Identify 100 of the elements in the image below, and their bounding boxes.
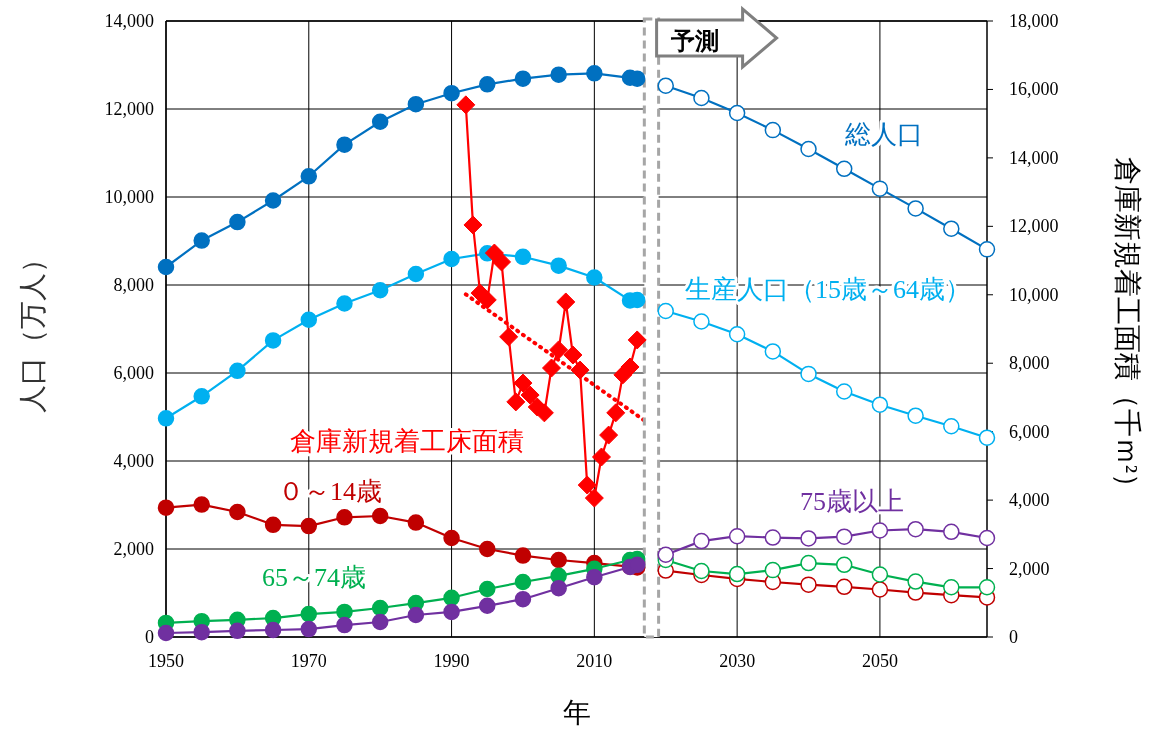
point xyxy=(764,343,782,360)
point xyxy=(407,514,425,531)
point xyxy=(800,140,817,158)
y2-tick-label: 12,000 xyxy=(1009,216,1059,237)
point xyxy=(657,546,674,563)
point xyxy=(264,332,282,349)
point xyxy=(728,104,746,122)
point xyxy=(229,213,246,231)
point xyxy=(371,507,389,525)
point xyxy=(300,620,318,638)
y-axis-title: 人口（万人） xyxy=(17,245,48,413)
point xyxy=(193,232,210,249)
point xyxy=(193,496,210,513)
point xyxy=(800,554,817,572)
point xyxy=(550,66,567,83)
point xyxy=(835,160,853,178)
point xyxy=(157,258,175,276)
point xyxy=(514,573,532,591)
point xyxy=(492,252,512,272)
x-tick-label: 2030 xyxy=(719,651,756,671)
point xyxy=(479,580,496,598)
point xyxy=(871,581,889,598)
point xyxy=(550,257,567,274)
y2-tick-label: 10,000 xyxy=(1009,284,1059,305)
y2-tick-label: 14,000 xyxy=(1009,147,1059,168)
point xyxy=(657,77,674,94)
point xyxy=(336,509,353,526)
point xyxy=(300,311,318,329)
point xyxy=(157,624,175,642)
point xyxy=(157,410,175,427)
point xyxy=(627,330,647,350)
point xyxy=(835,556,853,574)
point xyxy=(264,192,282,209)
point xyxy=(300,605,318,623)
y-tick-label: 0 xyxy=(145,627,154,647)
point xyxy=(907,573,924,590)
point xyxy=(835,528,853,545)
point xyxy=(586,65,603,82)
point xyxy=(577,475,597,495)
point xyxy=(499,327,519,347)
point xyxy=(978,241,996,258)
y2-tick-label: 6,000 xyxy=(1009,421,1050,442)
point xyxy=(871,566,889,583)
point xyxy=(514,248,532,266)
point xyxy=(534,403,554,423)
point xyxy=(514,590,532,608)
series-label: ０～14歳 xyxy=(278,477,382,506)
y-tick-label: 2,000 xyxy=(113,539,154,559)
point xyxy=(563,345,583,365)
point xyxy=(550,551,567,569)
point xyxy=(229,622,246,640)
y2-tick-label: 0 xyxy=(1009,627,1018,647)
y-tick-label: 6,000 xyxy=(113,363,154,383)
point xyxy=(907,407,924,424)
point xyxy=(407,95,425,113)
point xyxy=(871,522,889,539)
y2-axis-title: 倉庫新規着工面積（千ｍ²） xyxy=(1112,156,1143,502)
x-axis-title: 年 xyxy=(562,697,591,728)
point xyxy=(764,561,782,579)
y-tick-label: 10,000 xyxy=(104,187,154,207)
point xyxy=(871,180,889,197)
point xyxy=(371,613,389,631)
point xyxy=(371,599,389,617)
point xyxy=(657,302,674,320)
point xyxy=(943,220,960,237)
point xyxy=(157,499,175,516)
point xyxy=(443,250,460,268)
point xyxy=(407,265,425,283)
point xyxy=(456,95,476,115)
point xyxy=(407,606,425,624)
point xyxy=(584,488,604,508)
point xyxy=(800,576,817,593)
point xyxy=(978,529,996,547)
point xyxy=(479,76,496,93)
point xyxy=(336,295,353,312)
point xyxy=(693,89,710,107)
point xyxy=(800,365,817,383)
x-tick-label: 1970 xyxy=(290,651,327,671)
point xyxy=(570,360,590,380)
y-tick-label: 14,000 xyxy=(104,11,154,31)
point xyxy=(943,417,960,435)
point xyxy=(693,532,710,550)
y-tick-label: 4,000 xyxy=(113,451,154,471)
point xyxy=(907,200,924,217)
x-tick-label: 2010 xyxy=(576,651,613,671)
point xyxy=(479,597,496,615)
point xyxy=(800,530,817,547)
x-tick-label: 1950 xyxy=(148,651,184,671)
point xyxy=(871,396,889,413)
y2-tick-label: 8,000 xyxy=(1009,353,1050,374)
point xyxy=(693,562,710,580)
y2-tick-label: 16,000 xyxy=(1009,79,1059,100)
point xyxy=(520,385,540,405)
point xyxy=(591,447,611,467)
point xyxy=(514,547,532,564)
point xyxy=(336,616,353,634)
y2-tick-label: 2,000 xyxy=(1009,558,1050,579)
y2-tick-label: 18,000 xyxy=(1009,11,1059,31)
point xyxy=(978,579,996,596)
point xyxy=(693,313,710,330)
